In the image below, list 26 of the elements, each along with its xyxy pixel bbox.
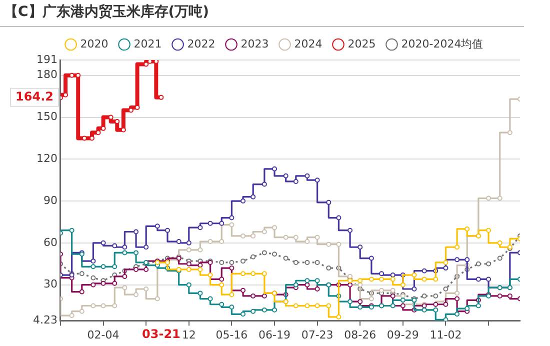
x-tick-label: 02-04 <box>87 328 120 342</box>
chart-title: 【C】广东港内贸玉米库存(万吨) <box>0 0 524 27</box>
text: 03-21 <box>142 326 180 341</box>
legend-label: 2020-2024均值 <box>401 37 484 50</box>
legend-label: 2020 <box>80 37 108 50</box>
legend-label: 2023 <box>240 37 269 50</box>
y-tick-label: 4.23 <box>32 314 58 327</box>
y-tick-label: 120 <box>36 152 58 165</box>
y-tick-label: 180 <box>36 68 58 82</box>
text: 164.2 <box>16 90 54 104</box>
y-tick-label: 150 <box>36 110 58 124</box>
x-tick-label: 08-26 <box>344 328 376 342</box>
legend-label: 2024 <box>294 37 322 50</box>
legend-label: 2022 <box>187 37 216 50</box>
x-tick-label: 11-02 <box>430 328 462 342</box>
legend-label: 2021 <box>134 37 162 50</box>
x-tick-label: 12 <box>182 328 196 342</box>
x-tick-label: 09-29 <box>386 328 419 342</box>
y-tick-label: 60 <box>43 236 58 249</box>
y-tick-label: 90 <box>43 194 58 207</box>
y-tick-label: 191 <box>36 52 58 66</box>
legend-label: 2025 <box>348 37 376 50</box>
y-tick-label: 30 <box>43 278 58 291</box>
x-tick-label: 05-16 <box>216 328 248 342</box>
x-tick-label: 06-19 <box>258 328 290 342</box>
x-tick-label: 07-23 <box>301 328 334 342</box>
